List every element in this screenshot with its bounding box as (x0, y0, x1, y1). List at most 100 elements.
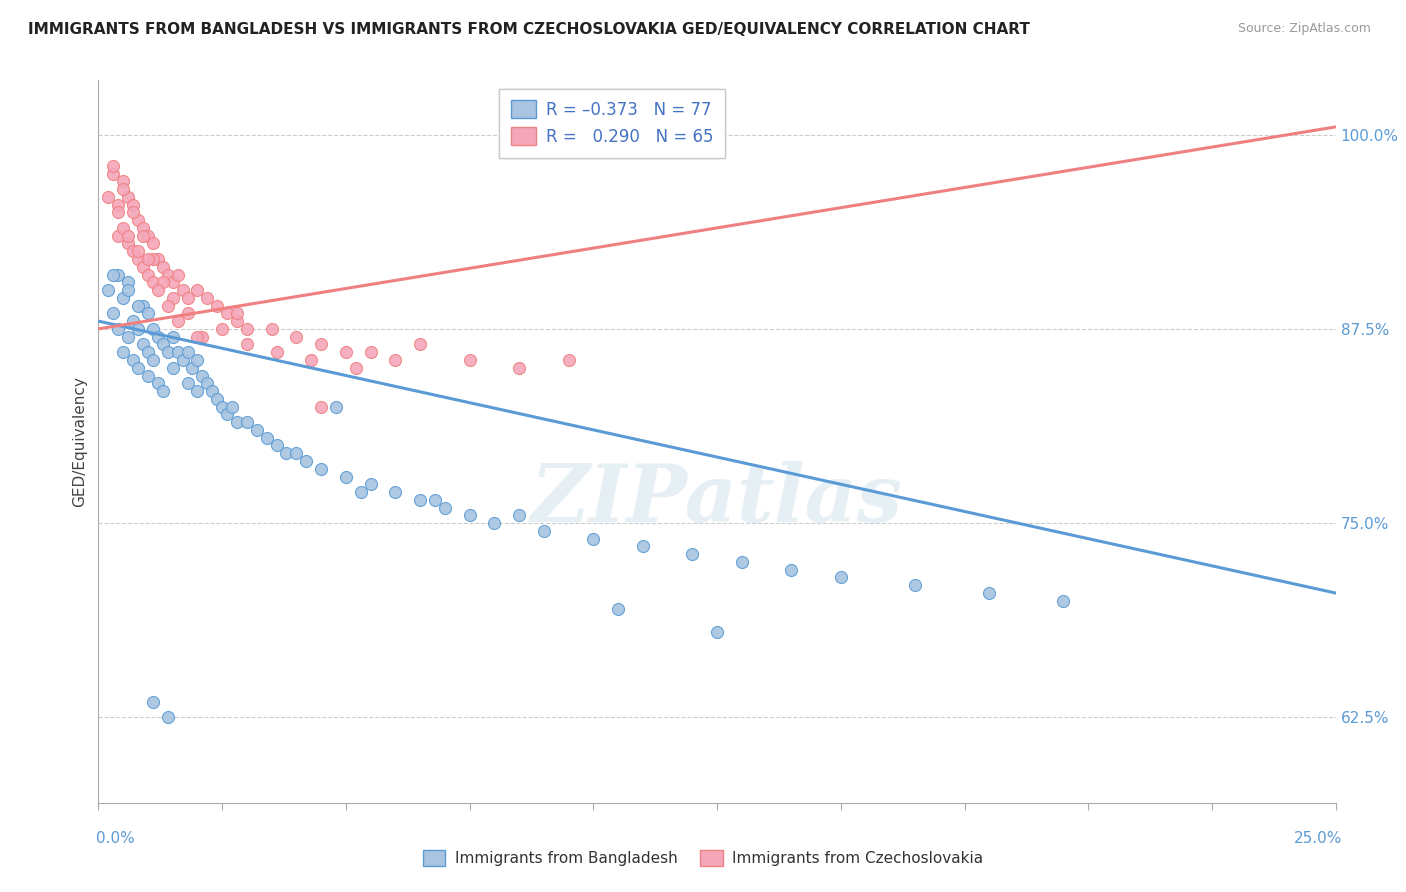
Point (146, 376, 169, 391)
Point (1052, 594, 1074, 608)
Point (246, 423, 269, 437)
Point (176, 291, 198, 305)
Point (146, 252, 169, 266)
Text: IMMIGRANTS FROM BANGLADESH VS IMMIGRANTS FROM CZECHOSLOVAKIA GED/EQUIVALENCY COR: IMMIGRANTS FROM BANGLADESH VS IMMIGRANTS… (28, 22, 1031, 37)
Point (557, 353, 579, 368)
Point (127, 360, 149, 375)
Point (166, 268, 188, 282)
Point (122, 314, 145, 328)
Point (607, 601, 630, 615)
Point (195, 376, 218, 391)
Point (172, 283, 194, 297)
Point (127, 252, 149, 266)
Point (146, 329, 169, 343)
Point (117, 283, 139, 297)
Point (309, 461, 332, 475)
Point (181, 360, 204, 375)
Point (217, 408, 239, 422)
Point (156, 345, 179, 359)
Point (904, 578, 927, 592)
Point (162, 291, 184, 305)
Point (409, 492, 432, 507)
Point (226, 306, 249, 320)
Point (533, 524, 555, 538)
Point (122, 197, 145, 211)
Text: Source: ZipAtlas.com: Source: ZipAtlas.com (1237, 22, 1371, 36)
Point (162, 360, 184, 375)
Point (127, 322, 149, 336)
Point (433, 500, 456, 515)
Point (186, 353, 208, 368)
Point (384, 485, 406, 500)
Point (205, 299, 228, 313)
Point (107, 205, 129, 219)
Point (176, 306, 198, 320)
Point (156, 268, 179, 282)
Point (103, 306, 125, 320)
Legend: R = –0.373   N = 77, R =   0.290   N = 65: R = –0.373 N = 77, R = 0.290 N = 65 (499, 88, 725, 158)
Point (508, 360, 530, 375)
Point (780, 563, 803, 577)
Point (117, 329, 139, 343)
Point (107, 268, 129, 282)
Point (103, 268, 125, 282)
Point (112, 345, 135, 359)
Point (221, 400, 243, 414)
Point (295, 454, 318, 468)
Point (122, 244, 145, 259)
Point (136, 268, 159, 282)
Point (423, 492, 446, 507)
Point (236, 415, 259, 429)
Point (176, 345, 198, 359)
Point (107, 322, 129, 336)
Point (103, 159, 125, 173)
Point (132, 299, 155, 313)
Point (458, 353, 481, 368)
Point (211, 400, 233, 414)
Point (117, 228, 139, 243)
Point (335, 469, 357, 483)
Point (166, 314, 188, 328)
Point (103, 167, 125, 181)
Point (384, 353, 406, 368)
Point (132, 337, 155, 351)
Point (156, 299, 179, 313)
Point (127, 299, 149, 313)
Point (195, 291, 218, 305)
Point (236, 337, 259, 351)
Point (142, 322, 165, 336)
Point (266, 345, 288, 359)
Point (681, 547, 703, 561)
Point (409, 337, 432, 351)
Point (276, 446, 298, 460)
Point (112, 182, 135, 196)
Point (142, 236, 165, 251)
Legend: Immigrants from Bangladesh, Immigrants from Czechoslovakia: Immigrants from Bangladesh, Immigrants f… (413, 840, 993, 875)
Point (112, 220, 135, 235)
Point (266, 438, 288, 452)
Point (217, 306, 239, 320)
Point (325, 400, 347, 414)
Point (706, 624, 728, 639)
Point (107, 197, 129, 211)
Text: 0.0%: 0.0% (96, 831, 135, 847)
Point (162, 329, 184, 343)
Point (122, 353, 145, 368)
Point (136, 306, 159, 320)
Point (117, 236, 139, 251)
Point (117, 190, 139, 204)
Point (285, 329, 308, 343)
Point (344, 360, 367, 375)
Point (211, 322, 233, 336)
Point (350, 485, 373, 500)
Point (201, 384, 224, 398)
Point (186, 329, 208, 343)
Point (142, 275, 165, 289)
Point (360, 477, 382, 491)
Point (152, 275, 174, 289)
Point (360, 345, 382, 359)
Point (142, 252, 165, 266)
Point (979, 586, 1001, 600)
Point (260, 322, 283, 336)
Point (136, 345, 159, 359)
